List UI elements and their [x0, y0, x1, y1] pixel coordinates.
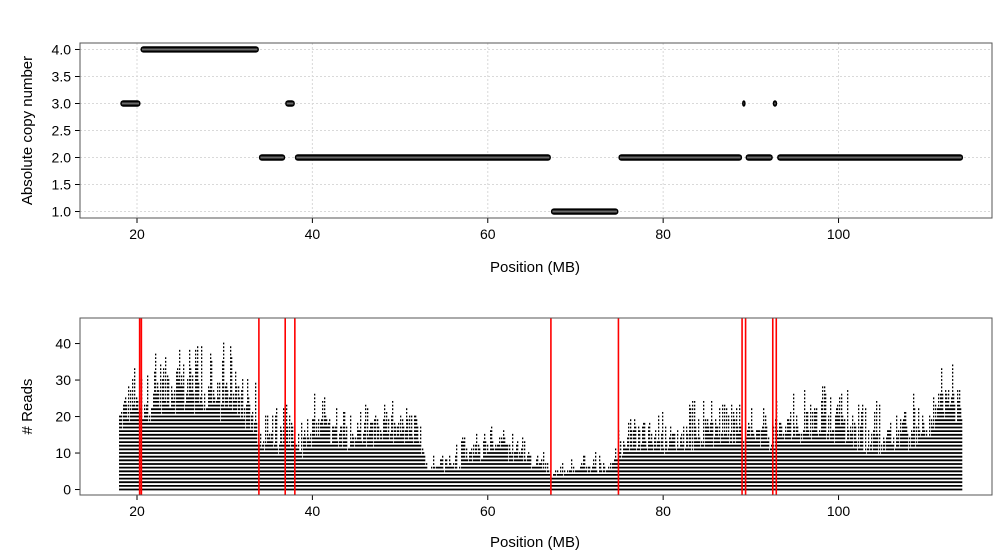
x-tick-label: 60 — [480, 503, 496, 519]
copy-number-band-core — [286, 102, 294, 105]
x-tick-label: 80 — [655, 226, 671, 242]
x-tick-label: 20 — [129, 226, 145, 242]
y-axis-label: Absolute copy number — [19, 56, 36, 205]
x-tick-label: 100 — [827, 503, 851, 519]
copy-number-band-core — [552, 210, 617, 213]
read-count-dots — [119, 342, 963, 491]
copy-number-band-core — [296, 156, 550, 159]
x-tick-label: 80 — [655, 503, 671, 519]
x-tick-label: 40 — [305, 503, 321, 519]
y-tick-label: 20 — [55, 409, 71, 425]
y-tick-label: 1.0 — [52, 204, 72, 220]
y-tick-label: 4.0 — [52, 41, 72, 57]
x-axis-label: Position (MB) — [490, 259, 580, 276]
copy-number-segment — [140, 46, 259, 53]
copy-number-band-core — [260, 156, 284, 159]
copy-number-segment — [742, 100, 746, 107]
copy-number-segment — [285, 100, 295, 107]
copy-number-segment — [120, 100, 141, 107]
copy-number-segment — [772, 100, 778, 107]
plot-frame — [79, 42, 993, 219]
x-tick-label: 20 — [129, 503, 145, 519]
y-tick-label: 30 — [55, 372, 71, 388]
copy-number-segment — [618, 154, 743, 161]
copy-number-segment — [294, 154, 551, 161]
copy-number-band-core — [121, 102, 140, 105]
x-axis-label: Position (MB) — [490, 534, 580, 550]
y-tick-label: 40 — [55, 336, 71, 352]
y-tick-label: 10 — [55, 445, 71, 461]
plot-frame — [79, 317, 993, 496]
copy-number-band-core — [778, 156, 962, 159]
panel-1: 20 40 60 80 100 1.0 1.5 2.0 2.5 3.0 3.5 4.0 Position… — [19, 41, 993, 276]
y-tick-label: 3.0 — [52, 95, 72, 111]
x-tick-label: 40 — [305, 226, 321, 242]
x-tick-label: 60 — [480, 226, 496, 242]
y-tick-label: 2.0 — [52, 150, 72, 166]
y-tick-label: 1.5 — [52, 177, 72, 193]
copy-number-band-core — [747, 156, 772, 159]
copy-number-segment — [258, 154, 286, 161]
copy-number-band-core — [743, 102, 745, 105]
copy-number-band-core — [619, 156, 741, 159]
copy-number-band-core — [142, 48, 258, 51]
x-tick-label: 100 — [827, 226, 851, 242]
y-axis-label: # Reads — [19, 379, 36, 435]
y-tick-label: 3.5 — [52, 68, 72, 84]
copy-number-segment — [777, 154, 964, 161]
copy-number-band-core — [774, 102, 776, 105]
copy-number-segment — [550, 208, 619, 215]
copy-number-segment — [745, 154, 773, 161]
y-tick-label: 0 — [63, 482, 71, 498]
read-count-points — [119, 342, 963, 491]
y-tick-label: 2.5 — [52, 123, 72, 139]
panel-2: 20 40 60 80 100 0 10 20 30 40 Position (MB) # Reads — [19, 317, 993, 550]
